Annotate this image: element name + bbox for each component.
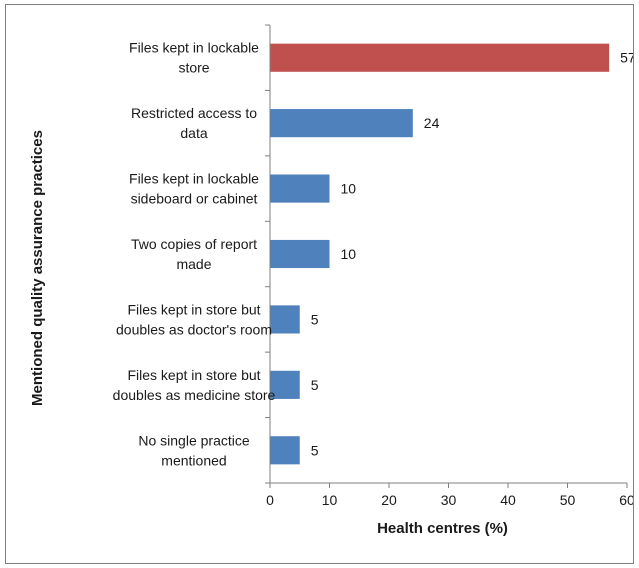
category-label: Files kept in lockable store bbox=[129, 40, 259, 76]
category-label-line: data bbox=[180, 125, 207, 141]
category-label: No single practice mentioned bbox=[138, 432, 249, 468]
category-label: Two copies of report made bbox=[131, 236, 257, 272]
category-label: Restricted access to data bbox=[131, 105, 257, 141]
y-axis-title: Mentioned quality assurance practices bbox=[29, 130, 46, 406]
category-label-line: doubles as doctor's room bbox=[116, 321, 272, 337]
bar bbox=[270, 436, 300, 465]
data-label: 5 bbox=[311, 377, 319, 393]
bar bbox=[270, 370, 300, 399]
category-label-line: store bbox=[178, 60, 209, 76]
category-label-line: Files kept in store but bbox=[127, 301, 260, 317]
bar bbox=[270, 109, 413, 138]
category-label-line: Two copies of report bbox=[131, 236, 257, 252]
chart-frame: 0 10 20 30 40 50 60 57 Files kept in lockable sto… bbox=[5, 4, 636, 564]
labels-layer: 0 10 20 30 40 50 60 57 Files kept in lockable sto… bbox=[113, 24, 636, 508]
category-label-line: mentioned bbox=[161, 452, 226, 468]
x-tick-label: 40 bbox=[500, 492, 516, 508]
data-label: 5 bbox=[311, 442, 319, 458]
category-label-line: sideboard or cabinet bbox=[131, 191, 258, 207]
category-label: Files kept in lockable sideboard or cabin… bbox=[129, 171, 259, 207]
x-tick-label: 10 bbox=[322, 492, 338, 508]
category-label-line: Restricted access to bbox=[131, 105, 257, 121]
category-label: Files kept in store but doubles as medici… bbox=[113, 367, 276, 403]
bars-layer bbox=[270, 43, 610, 465]
data-label: 10 bbox=[341, 246, 357, 262]
bar bbox=[270, 43, 610, 72]
x-tick-label: 60 bbox=[619, 492, 633, 508]
data-label: 57 bbox=[620, 50, 633, 66]
category-label-line: Files kept in lockable bbox=[129, 171, 259, 187]
data-label: 10 bbox=[341, 181, 357, 197]
x-tick-label: 50 bbox=[560, 492, 576, 508]
category-label: Files kept in store but doubles as doctor… bbox=[116, 301, 272, 337]
category-label-line: Files kept in lockable bbox=[129, 40, 259, 56]
category-label-line: doubles as medicine store bbox=[113, 387, 276, 403]
bar bbox=[270, 305, 300, 334]
bar bbox=[270, 174, 330, 203]
x-tick-label: 0 bbox=[266, 492, 274, 508]
data-label: 24 bbox=[424, 115, 440, 131]
bar-chart: 0 10 20 30 40 50 60 57 Files kept in lockable sto… bbox=[29, 24, 636, 537]
x-tick-label: 30 bbox=[441, 492, 457, 508]
data-label: 5 bbox=[311, 311, 319, 327]
x-axis-title: Health centres (%) bbox=[377, 520, 508, 537]
category-label-line: Files kept in store but bbox=[127, 367, 260, 383]
bar bbox=[270, 239, 330, 269]
category-label-line: made bbox=[176, 256, 211, 272]
category-label-line: No single practice bbox=[138, 432, 249, 448]
x-tick-label: 20 bbox=[381, 492, 397, 508]
